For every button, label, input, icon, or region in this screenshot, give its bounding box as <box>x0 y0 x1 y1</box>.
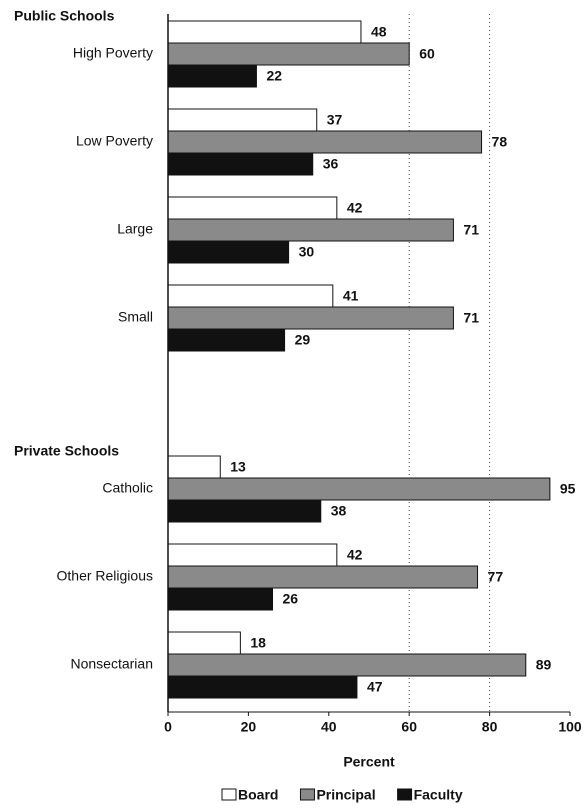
value-label: 71 <box>463 222 479 238</box>
legend-swatch <box>221 788 237 801</box>
bar <box>167 42 410 66</box>
value-label: 60 <box>419 46 435 62</box>
legend-swatch <box>299 788 315 801</box>
value-label: 18 <box>250 635 266 651</box>
value-label: 13 <box>230 459 246 475</box>
y-tick-label: Nonsectarian <box>71 656 154 672</box>
value-label: 42 <box>347 200 363 216</box>
y-tick-label: Large <box>117 221 153 237</box>
value-label: 22 <box>266 68 282 84</box>
bar <box>167 631 241 655</box>
value-label: 29 <box>295 332 311 348</box>
bar <box>167 477 551 501</box>
bar <box>167 108 318 132</box>
x-tick-label: 40 <box>321 719 337 735</box>
value-label: 78 <box>492 134 508 150</box>
bar <box>167 64 257 88</box>
value-label: 38 <box>331 503 347 519</box>
value-label: 47 <box>367 679 383 695</box>
group-label: Private Schools <box>14 443 119 459</box>
bar <box>167 543 338 567</box>
bar <box>167 653 527 677</box>
bar <box>167 240 290 264</box>
x-tick-label: 60 <box>401 719 417 735</box>
bar <box>167 565 479 589</box>
bar <box>167 196 338 220</box>
value-label: 77 <box>488 569 504 585</box>
bar <box>167 675 358 699</box>
legend-label: Board <box>238 787 278 803</box>
legend-label: Principal <box>316 787 375 803</box>
x-tick-label: 0 <box>164 719 172 735</box>
bar <box>167 152 314 176</box>
bar <box>167 499 322 523</box>
bar <box>167 328 286 352</box>
bar <box>167 587 274 611</box>
bar <box>167 284 334 308</box>
legend-label: Faculty <box>414 787 463 803</box>
bar <box>167 306 454 330</box>
legend-swatch <box>397 788 413 801</box>
value-label: 30 <box>299 244 315 260</box>
x-tick-label: 20 <box>241 719 257 735</box>
y-tick-label: Catholic <box>102 480 153 496</box>
x-tick-label: 80 <box>482 719 498 735</box>
value-label: 36 <box>323 156 339 172</box>
value-label: 95 <box>560 481 576 497</box>
bar <box>167 455 221 479</box>
value-label: 42 <box>347 547 363 563</box>
y-tick-label: Low Poverty <box>76 133 153 149</box>
y-tick-label: High Poverty <box>73 45 153 61</box>
bar <box>167 20 362 44</box>
value-label: 41 <box>343 288 359 304</box>
bar <box>167 218 454 242</box>
x-tick-label: 100 <box>558 719 582 735</box>
value-label: 71 <box>463 310 479 326</box>
y-tick-label: Small <box>118 309 153 325</box>
x-axis-label: Percent <box>343 754 395 770</box>
value-label: 89 <box>536 657 552 673</box>
value-label: 37 <box>327 112 343 128</box>
bar <box>167 130 483 154</box>
value-label: 26 <box>283 591 299 607</box>
group-label: Public Schools <box>14 8 115 24</box>
y-tick-label: Other Religious <box>57 568 154 584</box>
value-label: 48 <box>371 24 387 40</box>
